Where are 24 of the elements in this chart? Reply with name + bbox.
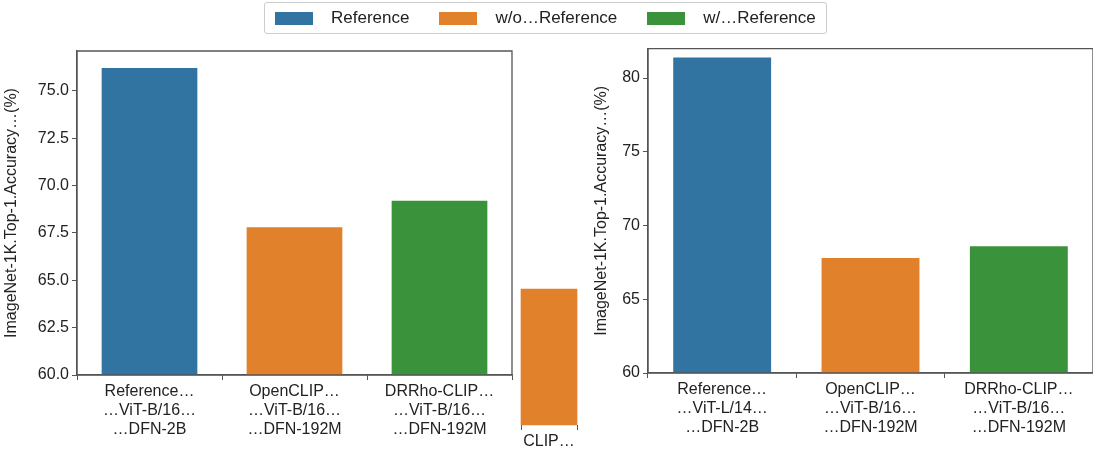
legend-label: Reference [331,8,410,28]
y-tick-label: 72.5 [37,128,70,146]
x-tick-label: Reference… …ViT-L/14… …DFN-2B [676,380,768,436]
y-tick-label: 70.0 [37,175,70,193]
y-tick-label: 60 [622,363,641,381]
y-tick-label: 67.5 [37,223,70,241]
y-tick-label: 70 [622,215,641,233]
legend-label: w/o…Reference [495,8,618,28]
y-tick-label: 75 [622,142,641,160]
x-tick-label: DRRho-CLIP… …ViT-B/16… …DFN-192M [384,382,495,438]
y-tick-label: 60.0 [37,365,70,383]
x-tick-label: Reference… …ViT-B/16… …DFN-2B [102,382,197,438]
x-tick-label: CLIP… [523,432,575,450]
x-tick-label: OpenCLIP… …ViT-B/16… …DFN-192M [823,380,918,436]
y-axis-title: ImageNet-1K.Top-1.Accuracy…(%) [592,85,610,336]
x-tick-label: OpenCLIP… …ViT-B/16… …DFN-192M [247,382,342,438]
y-axis-title: ImageNet-1K.Top-1.Accuracy…(%) [2,88,20,338]
y-tick-label: 65.0 [37,270,70,288]
legend-label: w/…Reference [703,8,816,28]
y-tick-label: 80 [622,68,641,86]
y-tick-label: 65 [622,289,641,307]
x-tick-label: DRRho-CLIP… …ViT-B/16… …DFN-192M [964,380,1074,436]
y-tick-label: 75.0 [37,81,70,99]
y-tick-label: 62.5 [37,318,70,336]
